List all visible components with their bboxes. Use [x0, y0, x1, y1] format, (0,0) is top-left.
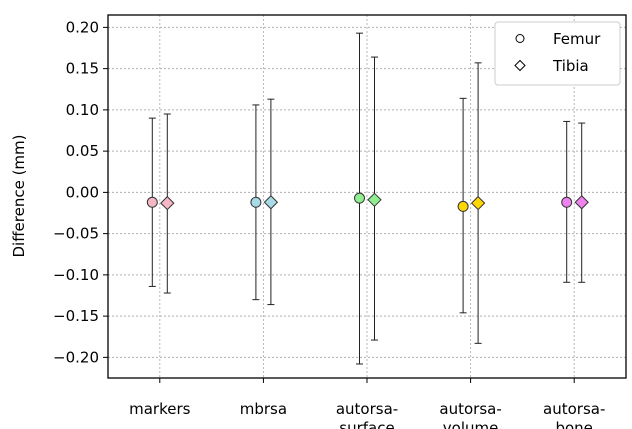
data-point-femur: [457, 200, 469, 212]
x-tick-label-line: autorsa-: [543, 400, 605, 418]
x-tick-label: markers: [129, 400, 191, 418]
y-axis-ticks: 0.20 0.15 0.10 0.05 0.00 −0.05 −0.10 −0.15 −0.20: [53, 18, 108, 366]
x-tick-label-line: mbrsa: [240, 400, 287, 418]
legend-diamond-icon: [514, 59, 526, 72]
x-tick-label: autorsa-bone: [543, 400, 605, 429]
legend: Femur Tibia: [494, 21, 621, 86]
data-point-tibia: [160, 195, 175, 211]
y-tick-label: 0.00: [66, 183, 99, 201]
y-axis-label: Difference (mm): [10, 134, 28, 257]
y-tick-label: −0.20: [53, 348, 99, 366]
y-tick-label: −0.15: [53, 307, 99, 325]
data-point-tibia: [263, 195, 279, 210]
y-tick-label: 0.05: [66, 142, 99, 160]
x-tick-label-line: markers: [129, 400, 191, 418]
legend-circle-icon: [515, 34, 525, 43]
y-tick-label: −0.05: [53, 225, 99, 243]
x-tick-label: autorsa-volume: [439, 400, 501, 429]
x-tick-label-line: volume: [443, 419, 499, 429]
y-tick-label: 0.20: [66, 18, 99, 36]
x-tick-label-line: bone: [555, 419, 592, 429]
data-point-tibia: [367, 192, 382, 208]
data-markers: [146, 192, 589, 212]
data-point-tibia: [470, 195, 486, 211]
data-point-femur: [354, 192, 365, 204]
data-point-femur: [146, 196, 158, 208]
legend-label-tibia: Tibia: [552, 57, 589, 75]
y-tick-label: 0.15: [66, 60, 99, 78]
legend-label-femur: Femur: [553, 30, 601, 48]
data-point-tibia: [574, 195, 589, 210]
x-tick-label-line: autorsa-: [336, 400, 398, 418]
data-point-femur: [561, 196, 573, 208]
y-tick-label: 0.10: [66, 101, 99, 119]
x-tick-label: autorsa-surface: [336, 400, 398, 429]
x-tick-label-line: autorsa-: [439, 400, 501, 418]
x-tick-label: mbrsa: [240, 400, 287, 418]
y-tick-label: −0.10: [53, 266, 99, 284]
data-point-femur: [250, 196, 262, 208]
legend-box: [494, 21, 621, 86]
x-tick-label-line: surface: [339, 419, 394, 429]
grid: [108, 15, 626, 378]
x-axis-ticks: markers mbrsa autorsa-surfaceautorsa-volum…: [129, 378, 605, 429]
